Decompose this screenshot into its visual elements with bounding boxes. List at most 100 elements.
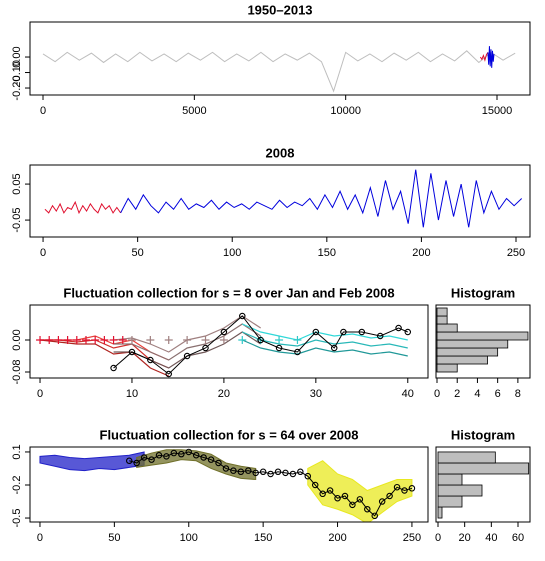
fluctuation-line — [242, 331, 408, 349]
x-tick-label: 150 — [318, 247, 336, 259]
x-tick-label: 15000 — [482, 105, 513, 117]
x-tick-label: 0 — [37, 532, 43, 544]
point — [128, 348, 136, 356]
plot-area — [39, 448, 416, 522]
point — [202, 344, 209, 352]
histogram-bar — [436, 307, 448, 317]
plus-marker — [164, 336, 173, 344]
point — [252, 469, 259, 477]
x-tick-label: 20 — [218, 388, 230, 400]
plus-marker — [91, 336, 100, 344]
panel-title: 2008 — [266, 145, 295, 160]
panel-title: Histogram — [451, 427, 515, 442]
plot-area — [437, 451, 530, 519]
series-line — [120, 169, 523, 228]
point — [304, 472, 312, 480]
plot-area — [44, 169, 523, 228]
plot-frame — [29, 304, 429, 379]
point — [125, 457, 133, 465]
histogram-bar — [436, 355, 488, 365]
x-tick-label: 0 — [40, 247, 46, 259]
point — [259, 468, 267, 476]
point — [133, 459, 140, 467]
point — [386, 492, 393, 500]
plus-marker — [63, 336, 72, 344]
series-line — [42, 50, 516, 93]
point — [239, 312, 246, 320]
plus-marker — [45, 336, 54, 344]
point — [294, 348, 301, 356]
point — [358, 328, 366, 336]
x-tick-label: 100 — [223, 247, 241, 259]
point — [165, 370, 172, 378]
plus-marker — [201, 336, 210, 344]
point — [341, 492, 349, 500]
y-tick-label: 0.00 — [11, 329, 23, 350]
plot-frame — [29, 164, 531, 238]
panel: Histogram 0 2 4 6 8 — [434, 285, 531, 400]
y-tick-label: -0.20 — [11, 75, 23, 100]
panel-title: Fluctuation collection for s = 8 over Ja… — [63, 285, 394, 300]
y-tick-label: -0.5 — [11, 509, 23, 528]
point — [207, 456, 215, 463]
panel-title: 1950–2013 — [247, 2, 312, 17]
histogram-bar — [436, 323, 458, 333]
y-tick-label: -0.08 — [11, 359, 23, 384]
panel: 2008 0 50 100 150 200 250 -0.05 0.05 — [11, 145, 531, 259]
histogram-bar — [437, 495, 463, 508]
plus-marker — [54, 336, 63, 344]
point — [378, 498, 386, 505]
point — [110, 364, 117, 372]
point — [376, 332, 384, 340]
point — [178, 450, 185, 458]
point — [401, 487, 408, 494]
series-line — [487, 46, 495, 68]
series-line — [479, 52, 489, 62]
point — [408, 485, 416, 492]
point — [275, 344, 283, 352]
band — [39, 451, 145, 472]
point — [192, 452, 200, 459]
plus-marker — [219, 336, 228, 344]
x-tick-label: 2 — [454, 388, 460, 400]
x-tick-label: 200 — [328, 532, 346, 544]
x-tick-label: 20 — [459, 532, 471, 544]
point — [282, 469, 289, 477]
y-tick-label: -0.2 — [11, 476, 23, 495]
panel: 1950–2013 0 5000 10000 15000 -0.20-0.100.00 — [11, 2, 531, 117]
x-tick-label: 8 — [515, 388, 521, 400]
band — [136, 449, 257, 481]
histogram-bar — [437, 451, 496, 464]
panel: Histogram 0 20 40 60 — [435, 427, 531, 544]
point — [230, 467, 237, 474]
x-tick-label: 40 — [402, 388, 414, 400]
point — [393, 483, 401, 491]
point — [319, 490, 326, 498]
plus-marker — [118, 336, 127, 344]
point — [289, 470, 297, 478]
point — [148, 456, 155, 463]
histogram-bar — [436, 331, 529, 341]
histogram-bar — [437, 506, 443, 519]
point — [395, 324, 402, 332]
point — [330, 344, 338, 352]
point — [340, 328, 347, 336]
x-tick-label: 50 — [132, 247, 144, 259]
plus-marker — [293, 336, 302, 344]
x-tick-label: 6 — [495, 388, 501, 400]
point — [334, 494, 341, 502]
point — [215, 459, 222, 467]
plot-area — [36, 312, 412, 378]
plot-frame — [29, 21, 531, 96]
plus-marker — [72, 336, 81, 344]
point — [257, 336, 264, 344]
point — [364, 505, 371, 513]
x-tick-label: 10000 — [330, 105, 361, 117]
panel: Fluctuation collection for s = 64 over 2… — [11, 427, 429, 544]
fluctuation-line — [242, 339, 408, 357]
point — [155, 452, 163, 459]
plot-area — [436, 307, 529, 373]
x-tick-label: 200 — [412, 247, 430, 259]
point — [356, 496, 364, 503]
